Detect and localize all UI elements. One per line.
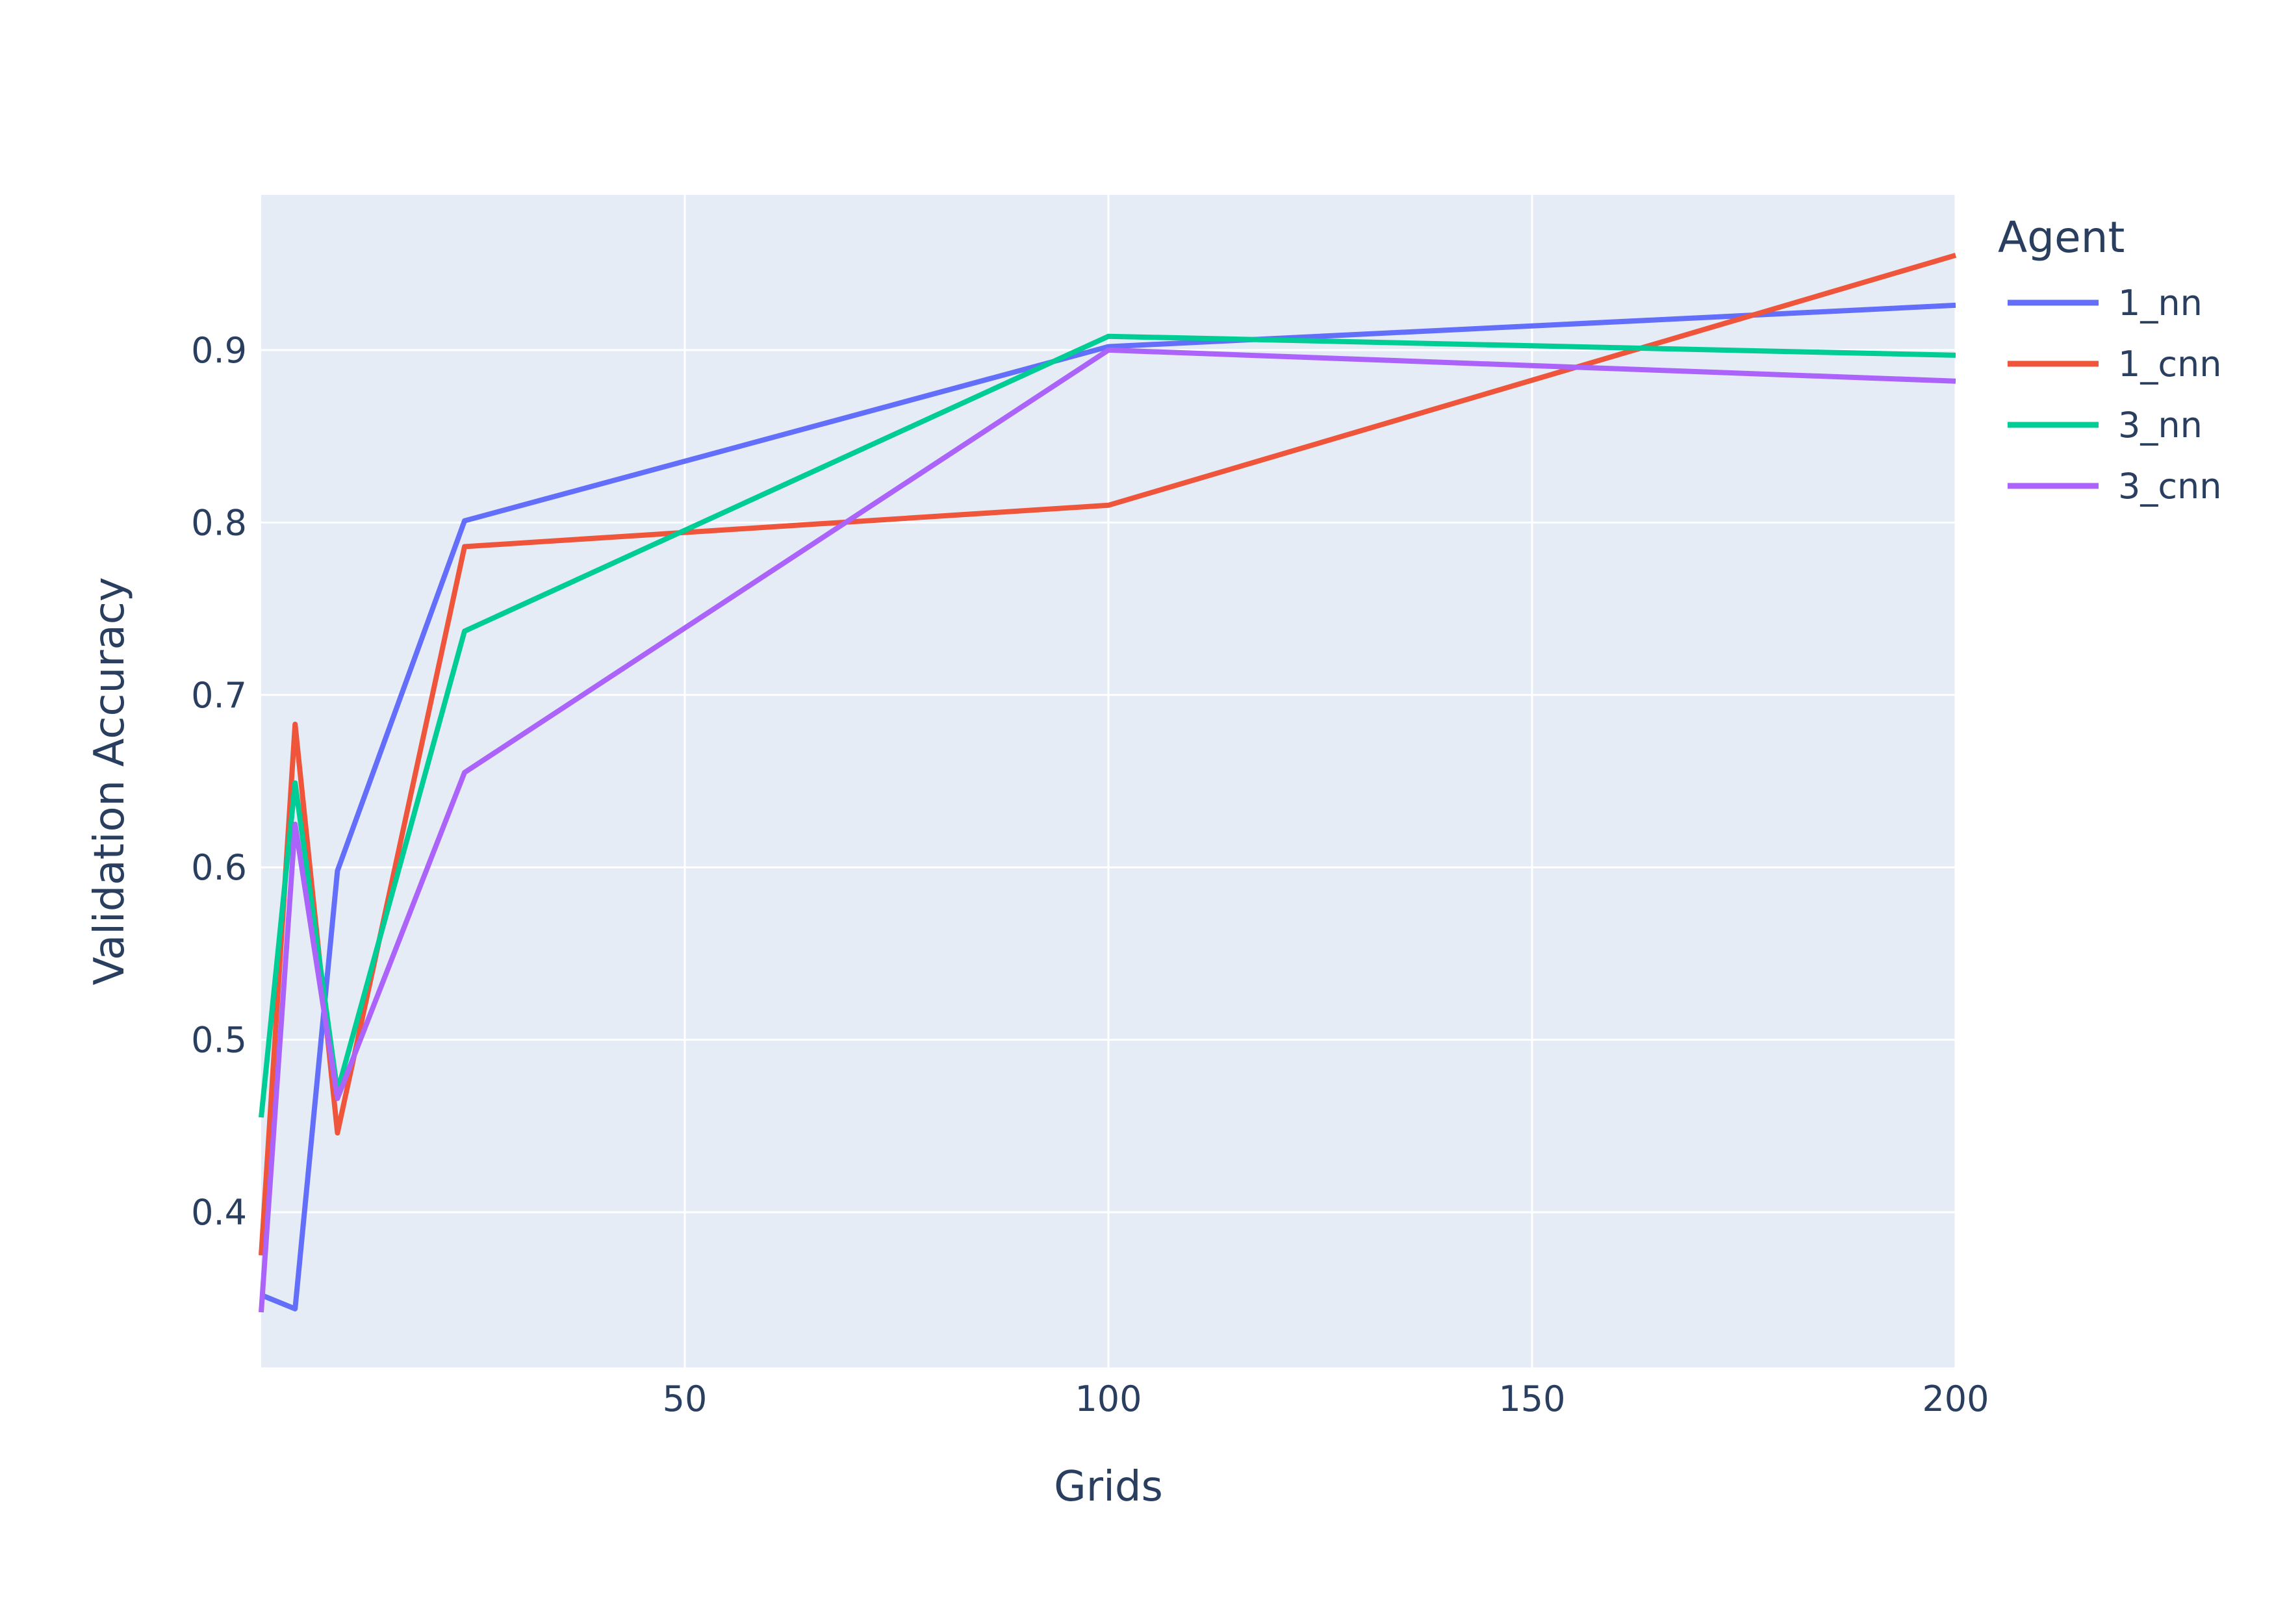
y-tick-label: 0.6: [191, 847, 247, 888]
legend-title: Agent: [1998, 212, 2125, 262]
series-lines: [259, 253, 1957, 1313]
series-line-3-cnn[interactable]: [259, 347, 1956, 1313]
legend-label: 1_cnn: [2118, 344, 2222, 385]
x-tick-label: 150: [1498, 1378, 1565, 1419]
legend-item-3-nn[interactable]: 3_nn: [2008, 405, 2203, 446]
series-line-1-cnn[interactable]: [259, 253, 1957, 1256]
y-tick-label: 0.9: [191, 330, 247, 371]
tick-labels: 50 100 150 200 0.4 0.5 0.6 0.7 0.8 0.9: [191, 330, 1989, 1419]
legend-label: 1_nn: [2118, 283, 2203, 324]
y-tick-label: 0.7: [191, 675, 247, 716]
x-tick-label: 200: [1922, 1378, 1989, 1419]
series-line-3-nn[interactable]: [259, 333, 1956, 1118]
legend-label: 3_nn: [2118, 405, 2203, 446]
y-tick-label: 0.4: [191, 1192, 247, 1233]
y-axis-title: Validation Accuracy: [86, 577, 134, 985]
legend-item-1-nn[interactable]: 1_nn: [2008, 283, 2203, 324]
legend-label: 3_cnn: [2118, 466, 2222, 507]
legend-item-3-cnn[interactable]: 3_cnn: [2008, 466, 2222, 507]
legend-item-1-cnn[interactable]: 1_cnn: [2008, 344, 2222, 385]
x-tick-label: 50: [663, 1378, 708, 1419]
y-tick-label: 0.5: [191, 1020, 247, 1061]
x-tick-label: 100: [1075, 1378, 1142, 1419]
y-tick-label: 0.8: [191, 502, 247, 543]
x-axis-title: Grids: [1054, 1463, 1163, 1511]
legend[interactable]: Agent 1_nn 1_cnn 3_nn 3_cnn: [1998, 212, 2222, 507]
